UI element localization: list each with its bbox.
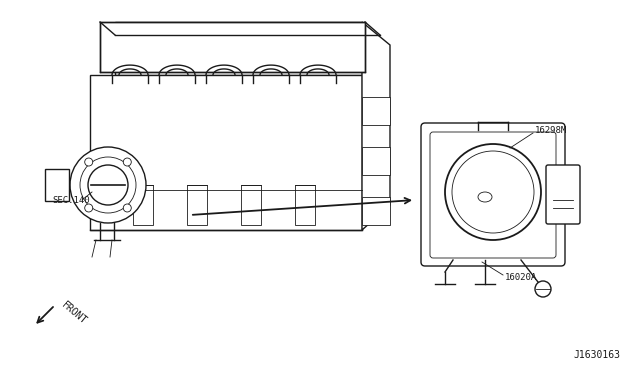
Circle shape	[445, 144, 541, 240]
Bar	[133, 185, 153, 225]
Bar	[362, 97, 390, 125]
Text: J1630163: J1630163	[573, 350, 620, 360]
Circle shape	[124, 158, 131, 166]
Circle shape	[70, 147, 146, 223]
Text: FRONT: FRONT	[60, 300, 89, 327]
FancyBboxPatch shape	[430, 132, 556, 258]
Circle shape	[84, 204, 93, 212]
Circle shape	[452, 151, 534, 233]
Text: 16298M: 16298M	[535, 125, 567, 135]
Circle shape	[84, 158, 93, 166]
Text: 16020A: 16020A	[505, 273, 537, 282]
Bar	[362, 147, 390, 175]
Bar	[295, 185, 315, 225]
Ellipse shape	[478, 192, 492, 202]
Circle shape	[535, 281, 551, 297]
Circle shape	[124, 204, 131, 212]
Circle shape	[88, 165, 128, 205]
Circle shape	[80, 157, 136, 213]
FancyBboxPatch shape	[100, 22, 365, 72]
Bar	[187, 185, 207, 225]
Bar	[241, 185, 261, 225]
Polygon shape	[115, 22, 362, 75]
FancyBboxPatch shape	[546, 165, 580, 224]
Polygon shape	[90, 75, 362, 230]
Bar	[362, 197, 390, 225]
FancyBboxPatch shape	[45, 169, 69, 201]
FancyBboxPatch shape	[421, 123, 565, 266]
Text: SEC.140: SEC.140	[52, 196, 90, 205]
Polygon shape	[362, 22, 390, 230]
